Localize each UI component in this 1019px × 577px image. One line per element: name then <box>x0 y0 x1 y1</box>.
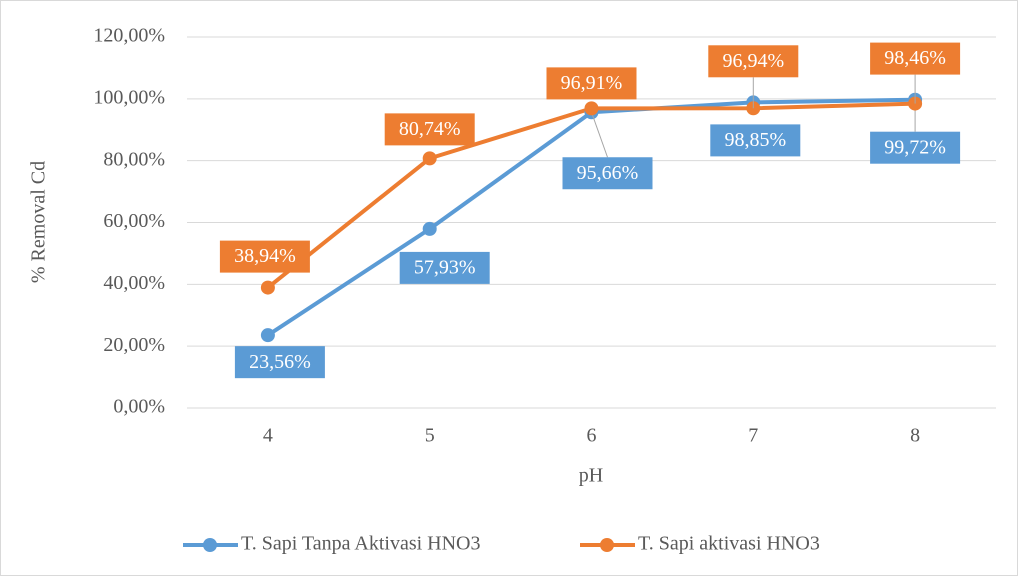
data-label-box <box>546 67 637 100</box>
data-label: 57,93% <box>414 256 476 278</box>
legend-marker <box>600 538 614 552</box>
data-label-box <box>384 113 475 146</box>
data-label-box <box>234 346 325 379</box>
x-tick-label: 4 <box>263 425 273 447</box>
data-label-box <box>870 131 961 164</box>
y-tick-label: 40,00% <box>103 272 165 294</box>
data-label-box <box>710 124 801 157</box>
legend-label: T. Sapi aktivasi HNO3 <box>638 533 820 555</box>
point <box>260 280 275 295</box>
data-label: 95,66% <box>577 162 639 184</box>
data-label: 96,91% <box>561 72 623 94</box>
y-tick-label: 100,00% <box>93 86 165 108</box>
data-label: 98,46% <box>884 47 946 69</box>
data-label: 96,94% <box>722 50 784 72</box>
y-axis-label: % Removal Cd <box>28 161 50 283</box>
data-label: 98,85% <box>724 129 786 151</box>
data-label: 23,56% <box>249 351 311 373</box>
data-label: 38,94% <box>234 245 296 267</box>
y-tick-label: 80,00% <box>103 148 165 170</box>
x-tick-label: 7 <box>748 425 758 447</box>
point <box>422 151 437 166</box>
legend-label: T. Sapi Tanpa Aktivasi HNO3 <box>241 533 481 555</box>
x-axis-label: pH <box>579 465 603 487</box>
legend-marker <box>203 538 217 552</box>
point <box>422 221 437 236</box>
y-tick-label: 120,00% <box>93 25 165 47</box>
x-tick-label: 6 <box>587 425 597 447</box>
x-tick-label: 5 <box>425 425 435 447</box>
data-label: 99,72% <box>884 136 946 158</box>
data-label-box <box>399 251 490 284</box>
data-label-box <box>562 157 653 190</box>
y-tick-label: 0,00% <box>113 396 165 418</box>
point <box>260 328 275 343</box>
data-label-box <box>219 240 310 273</box>
x-tick-label: 8 <box>910 425 920 447</box>
leader-line <box>591 112 608 158</box>
y-tick-label: 20,00% <box>103 334 165 356</box>
data-label-box <box>708 45 799 78</box>
data-label: 80,74% <box>399 118 461 140</box>
y-tick-label: 60,00% <box>103 210 165 232</box>
data-label-box <box>870 42 961 75</box>
point <box>584 101 599 116</box>
